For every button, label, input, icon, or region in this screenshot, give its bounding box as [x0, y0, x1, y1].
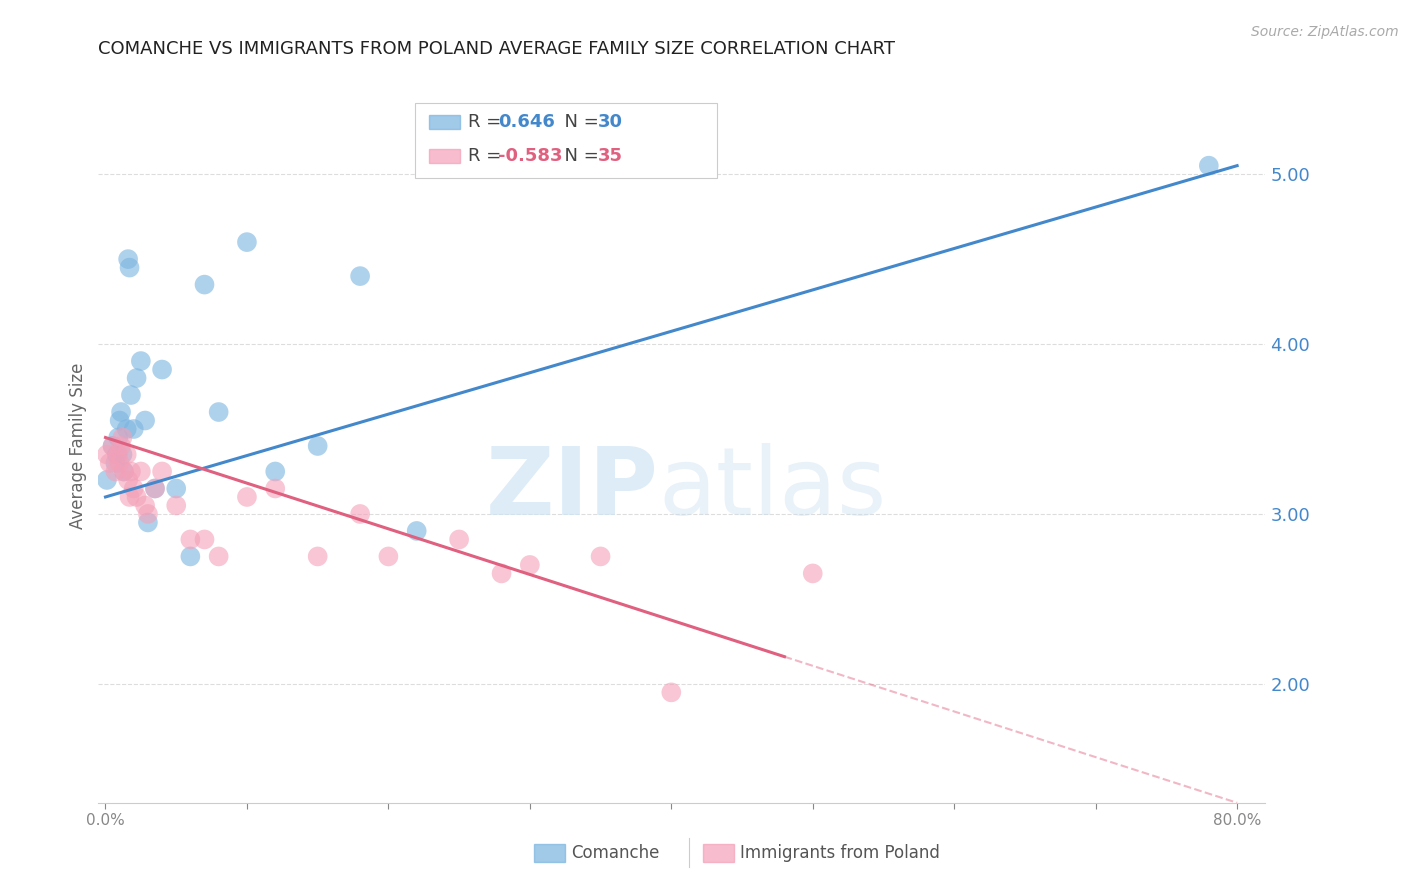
Text: Immigrants from Poland: Immigrants from Poland	[740, 844, 939, 862]
Point	[111, 430, 134, 444]
Point	[129, 354, 152, 368]
Point	[107, 448, 129, 462]
Point	[307, 549, 329, 564]
Point	[118, 490, 141, 504]
Point	[129, 465, 152, 479]
Point	[111, 448, 134, 462]
Point	[115, 448, 138, 462]
Text: N =: N =	[553, 147, 605, 165]
Point	[589, 549, 612, 564]
Point	[136, 507, 159, 521]
Point	[125, 490, 148, 504]
Point	[96, 448, 118, 462]
Point	[122, 482, 145, 496]
Point	[307, 439, 329, 453]
Point	[112, 465, 135, 479]
Point	[118, 260, 141, 275]
Point	[1198, 159, 1220, 173]
Point	[236, 235, 259, 249]
Point	[125, 371, 148, 385]
Point	[136, 516, 159, 530]
Text: Source: ZipAtlas.com: Source: ZipAtlas.com	[1251, 25, 1399, 39]
Point	[193, 533, 215, 547]
Text: 0.646: 0.646	[498, 113, 554, 131]
Y-axis label: Average Family Size: Average Family Size	[69, 363, 87, 529]
Text: -0.583: -0.583	[498, 147, 562, 165]
Point	[117, 252, 139, 266]
Point	[134, 499, 156, 513]
Text: COMANCHE VS IMMIGRANTS FROM POLAND AVERAGE FAMILY SIZE CORRELATION CHART: COMANCHE VS IMMIGRANTS FROM POLAND AVERA…	[98, 40, 896, 58]
Point	[150, 465, 173, 479]
Point	[117, 473, 139, 487]
Point	[120, 465, 142, 479]
Point	[193, 277, 215, 292]
Point	[264, 465, 287, 479]
Point	[659, 685, 682, 699]
Point	[165, 499, 187, 513]
Point	[143, 482, 166, 496]
Point	[108, 413, 131, 427]
Point	[405, 524, 427, 538]
Text: R =: R =	[468, 147, 508, 165]
Point	[801, 566, 824, 581]
Point	[150, 362, 173, 376]
Point	[101, 439, 124, 453]
Point	[105, 448, 128, 462]
Text: ZIP: ZIP	[485, 442, 658, 535]
Point	[349, 269, 371, 284]
Point	[104, 456, 127, 470]
Point	[491, 566, 513, 581]
Point	[120, 388, 142, 402]
Point	[96, 473, 118, 487]
Point	[143, 482, 166, 496]
Point	[134, 413, 156, 427]
Point	[110, 439, 132, 453]
Point	[208, 549, 231, 564]
Text: N =: N =	[553, 113, 605, 131]
Point	[110, 405, 132, 419]
Point	[179, 533, 201, 547]
Point	[349, 507, 371, 521]
Text: Comanche: Comanche	[571, 844, 659, 862]
Point	[179, 549, 201, 564]
Point	[449, 533, 471, 547]
Point	[377, 549, 399, 564]
Point	[122, 422, 145, 436]
Point	[107, 430, 129, 444]
Point	[519, 558, 541, 572]
Point	[101, 439, 124, 453]
Text: 30: 30	[598, 113, 623, 131]
Point	[98, 456, 121, 470]
Point	[236, 490, 259, 504]
Point	[115, 422, 138, 436]
Point	[108, 456, 131, 470]
Text: R =: R =	[468, 113, 508, 131]
Text: 35: 35	[598, 147, 623, 165]
Text: atlas: atlas	[658, 442, 887, 535]
Point	[264, 482, 287, 496]
Point	[112, 465, 135, 479]
Point	[104, 465, 127, 479]
Point	[208, 405, 231, 419]
Point	[165, 482, 187, 496]
